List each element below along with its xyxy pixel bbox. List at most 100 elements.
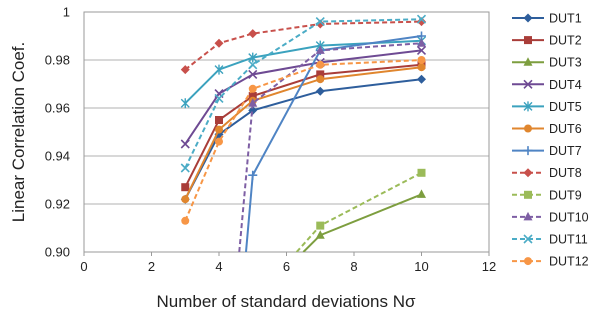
data-point-dut10: [417, 38, 426, 47]
y-tick-label: 0.96: [45, 101, 70, 116]
gridlines: [84, 11, 489, 253]
legend-label: DUT10: [549, 210, 589, 224]
data-point-dut10: [315, 45, 325, 54]
legend-label: DUT1: [549, 12, 582, 26]
data-point-dut11: [180, 163, 190, 173]
data-point-dut2: [181, 183, 190, 192]
data-point-dut2: [248, 92, 257, 100]
legend-label: DUT7: [549, 144, 582, 158]
series-dut9: [295, 168, 426, 252]
data-point-dut5: [214, 64, 224, 75]
series-dut3: [302, 189, 426, 252]
legend-item-dut6: DUT6: [512, 122, 582, 136]
y-tick-label: 0.90: [45, 245, 70, 260]
data-point-dut8: [248, 29, 258, 39]
legend-label: DUT9: [549, 188, 582, 202]
y-axis-ticks: 0.90 0.92 0.94 0.96 0.98 1: [45, 5, 70, 260]
legend-item-dut11: DUT11: [512, 233, 588, 247]
plot-area: [83, 11, 490, 253]
x-tick-label: 2: [148, 259, 155, 274]
y-tick-label: 0.98: [45, 53, 70, 68]
data-point-dut4: [416, 45, 427, 55]
data-point-dut6: [181, 195, 190, 204]
legend-item-dut12: DUT12: [512, 255, 589, 269]
legend-item-dut4: DUT4: [512, 78, 582, 92]
series-dut8: [180, 17, 426, 75]
legend-label: DUT12: [549, 255, 589, 269]
y-axis-title: Linear Correlation Coef.: [9, 42, 28, 222]
data-point-dut6: [417, 63, 426, 72]
legend-item-dut9: DUT9: [512, 188, 582, 202]
data-point-dut10: [248, 98, 258, 107]
series-dut4: [180, 45, 427, 149]
legend-item-dut10: DUT10: [512, 210, 589, 224]
legend-label: DUT5: [549, 100, 582, 114]
legend-item-dut1: DUT1: [512, 12, 582, 26]
legend-marker: [524, 124, 532, 133]
legend-marker: [524, 190, 532, 199]
legend-item-dut2: DUT2: [512, 34, 582, 48]
data-point-dut1: [417, 74, 426, 84]
data-point-dut12: [316, 60, 325, 69]
data-point-dut8: [214, 38, 224, 48]
legend-marker: [523, 146, 533, 156]
legend-marker: [523, 168, 533, 178]
series-line-dut7: [245, 35, 422, 252]
data-point-dut12: [417, 56, 426, 64]
legend-marker: [523, 211, 533, 221]
legend-label: DUT11: [549, 233, 588, 247]
x-axis-title: Number of standard deviations Nσ: [156, 292, 416, 311]
x-tick-label: 8: [350, 259, 357, 274]
legend-item-dut8: DUT8: [512, 166, 582, 180]
data-point-dut11: [214, 93, 224, 103]
legend-marker: [523, 79, 533, 89]
x-tick-label: 10: [414, 259, 428, 274]
legend-marker: [523, 13, 533, 23]
data-point-dut1: [248, 105, 258, 115]
x-tick-label: 0: [80, 259, 87, 274]
data-point-dut11: [315, 17, 325, 27]
series-dut11: [180, 14, 427, 173]
data-point-dut8: [180, 65, 190, 75]
y-tick-label: 0.94: [45, 149, 70, 164]
data-point-dut9: [417, 168, 426, 177]
series-dut6: [181, 63, 426, 204]
data-point-dut6: [215, 125, 223, 134]
data-point-dut11: [248, 60, 258, 70]
x-tick-label: 4: [215, 259, 222, 274]
data-point-dut9: [316, 221, 325, 230]
data-point-dut4: [180, 139, 190, 149]
legend-item-dut7: DUT7: [512, 144, 582, 158]
data-point-dut5: [180, 98, 190, 109]
legend-item-dut5: DUT5: [512, 100, 582, 114]
legend-label: DUT8: [549, 166, 582, 180]
series-group: [180, 14, 427, 252]
data-point-dut2: [316, 70, 325, 79]
legend-marker: [523, 57, 533, 66]
x-tick-label: 6: [283, 259, 290, 274]
data-point-dut8: [315, 19, 325, 29]
x-axis-ticks: 0 2 4 6 8 10 12: [80, 252, 496, 274]
legend-marker: [523, 234, 533, 244]
data-point-dut7: [248, 170, 258, 180]
legend-label: DUT2: [549, 34, 582, 48]
series-line-dut8: [184, 20, 422, 71]
data-point-dut11: [416, 14, 427, 24]
legend-label: DUT3: [549, 56, 582, 70]
y-tick-label: 1: [63, 5, 70, 20]
data-point-dut5: [248, 52, 258, 63]
legend-item-dut3: DUT3: [512, 56, 582, 70]
data-point-dut4: [248, 69, 258, 79]
data-point-dut12: [215, 137, 223, 146]
legend-label: DUT6: [549, 122, 582, 136]
legend-marker: [524, 36, 532, 45]
data-point-dut6: [316, 75, 325, 84]
data-point-dut12: [248, 84, 257, 93]
data-point-dut3: [417, 189, 426, 198]
x-tick-label: 12: [482, 259, 496, 274]
legend-marker: [524, 257, 532, 266]
data-point-dut12: [181, 216, 190, 225]
legend-marker: [523, 101, 533, 112]
